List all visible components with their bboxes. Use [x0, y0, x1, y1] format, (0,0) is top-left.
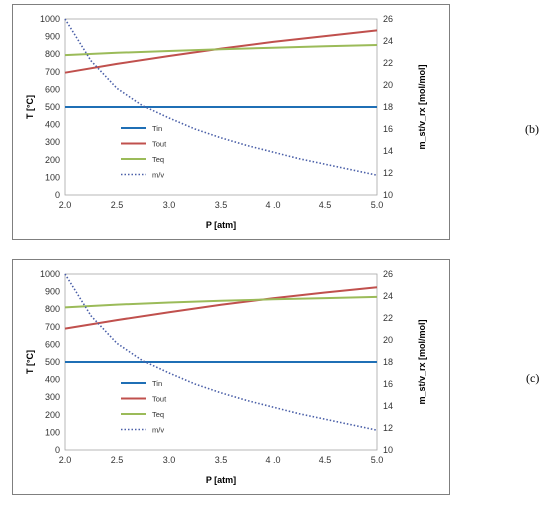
x-tick-label: 3.0	[163, 455, 176, 465]
series-line-tout	[64, 29, 378, 74]
y-tick-label: 700	[45, 322, 60, 332]
y2-tick-label: 18	[383, 102, 393, 112]
x-tick-label: 4.5	[319, 455, 332, 465]
x-tick-label: 2.0	[59, 200, 72, 210]
y2-tick-label: 20	[383, 80, 393, 90]
series-line-mv	[64, 18, 378, 176]
y-tick-label: 0	[55, 445, 60, 455]
y-tick-label: 800	[45, 49, 60, 59]
y-tick-label: 900	[45, 32, 60, 42]
legend-label: Tin	[152, 124, 162, 133]
y2-tick-label: 22	[383, 313, 393, 323]
y2-axis-title: m_st/v_rx [mol/mol]	[417, 319, 427, 404]
x-tick-label: 2.0	[59, 455, 72, 465]
x-tick-label: 5.0	[371, 200, 384, 210]
chart-panel-b: 0 100 200 300 400 500 600 700 800 900 1000 10 12 14 16…	[12, 4, 450, 240]
panel-tag: (b)	[525, 122, 539, 136]
series-line-teq	[64, 295, 378, 309]
chart-panel-c: 0 100 200 300 400 500 600 700 800 900 1000 10 12 14 16…	[12, 259, 450, 495]
y-tick-label: 1000	[40, 269, 60, 279]
y-tick-label: 400	[45, 120, 60, 130]
legend-label: Tout	[152, 395, 167, 404]
chart-svg: 0 100 200 300 400 500 600 700 800 900 1000 10 12 14 16…	[25, 14, 427, 230]
y2-tick-label: 16	[383, 379, 393, 389]
y-tick-label: 800	[45, 304, 60, 314]
legend-label: Tout	[152, 140, 167, 149]
x-tick-label: 4 .0	[265, 455, 280, 465]
y2-tick-label: 26	[383, 269, 393, 279]
y2-tick-label: 18	[383, 357, 393, 367]
y-tick-label: 200	[45, 410, 60, 420]
y-tick-label: 700	[45, 67, 60, 77]
y-tick-label: 1000	[40, 14, 60, 24]
chart-svg: 0 100 200 300 400 500 600 700 800 900 1000 10 12 14 16…	[25, 269, 427, 485]
x-tick-label: 2.5	[111, 455, 124, 465]
y2-tick-label: 12	[383, 168, 393, 178]
y-tick-label: 300	[45, 137, 60, 147]
x-tick-label: 3.5	[215, 455, 228, 465]
legend-label: Tin	[152, 379, 162, 388]
y2-tick-label: 14	[383, 401, 393, 411]
legend-label: m/v	[152, 426, 164, 435]
y-tick-label: 100	[45, 172, 60, 182]
y2-tick-label: 26	[383, 14, 393, 24]
series-line-teq	[64, 44, 378, 57]
x-tick-label: 2.5	[111, 200, 124, 210]
x-axis-title: P [atm]	[206, 220, 236, 230]
y-tick-label: 600	[45, 339, 60, 349]
y-tick-label: 200	[45, 155, 60, 165]
y-tick-label: 0	[55, 190, 60, 200]
y-tick-label: 600	[45, 84, 60, 94]
series-line-tout	[64, 286, 378, 330]
y2-tick-label: 12	[383, 423, 393, 433]
y-tick-label: 900	[45, 287, 60, 297]
y2-tick-label: 10	[383, 445, 393, 455]
y2-axis-title: m_st/v_rx [mol/mol]	[417, 64, 427, 149]
x-tick-label: 4.5	[319, 200, 332, 210]
legend-label: m/v	[152, 171, 164, 180]
y-tick-label: 400	[45, 375, 60, 385]
y2-tick-label: 24	[383, 36, 393, 46]
legend-label: Teq	[152, 410, 164, 419]
x-tick-label: 3.0	[163, 200, 176, 210]
legend-label: Teq	[152, 155, 164, 164]
y2-tick-label: 10	[383, 190, 393, 200]
y-axis-title: T [°C]	[25, 95, 35, 119]
y-tick-label: 300	[45, 392, 60, 402]
x-tick-label: 4 .0	[265, 200, 280, 210]
panel-tag: (c)	[526, 371, 540, 385]
y2-tick-label: 20	[383, 335, 393, 345]
x-tick-label: 5.0	[371, 455, 384, 465]
y-tick-label: 500	[45, 102, 60, 112]
y-axis-title: T [°C]	[25, 350, 35, 374]
x-axis-title: P [atm]	[206, 475, 236, 485]
y2-tick-label: 24	[383, 291, 393, 301]
y-tick-label: 500	[45, 357, 60, 367]
y2-tick-label: 14	[383, 146, 393, 156]
x-tick-label: 3.5	[215, 200, 228, 210]
y-tick-label: 100	[45, 427, 60, 437]
y2-tick-label: 16	[383, 124, 393, 134]
y2-tick-label: 22	[383, 58, 393, 68]
